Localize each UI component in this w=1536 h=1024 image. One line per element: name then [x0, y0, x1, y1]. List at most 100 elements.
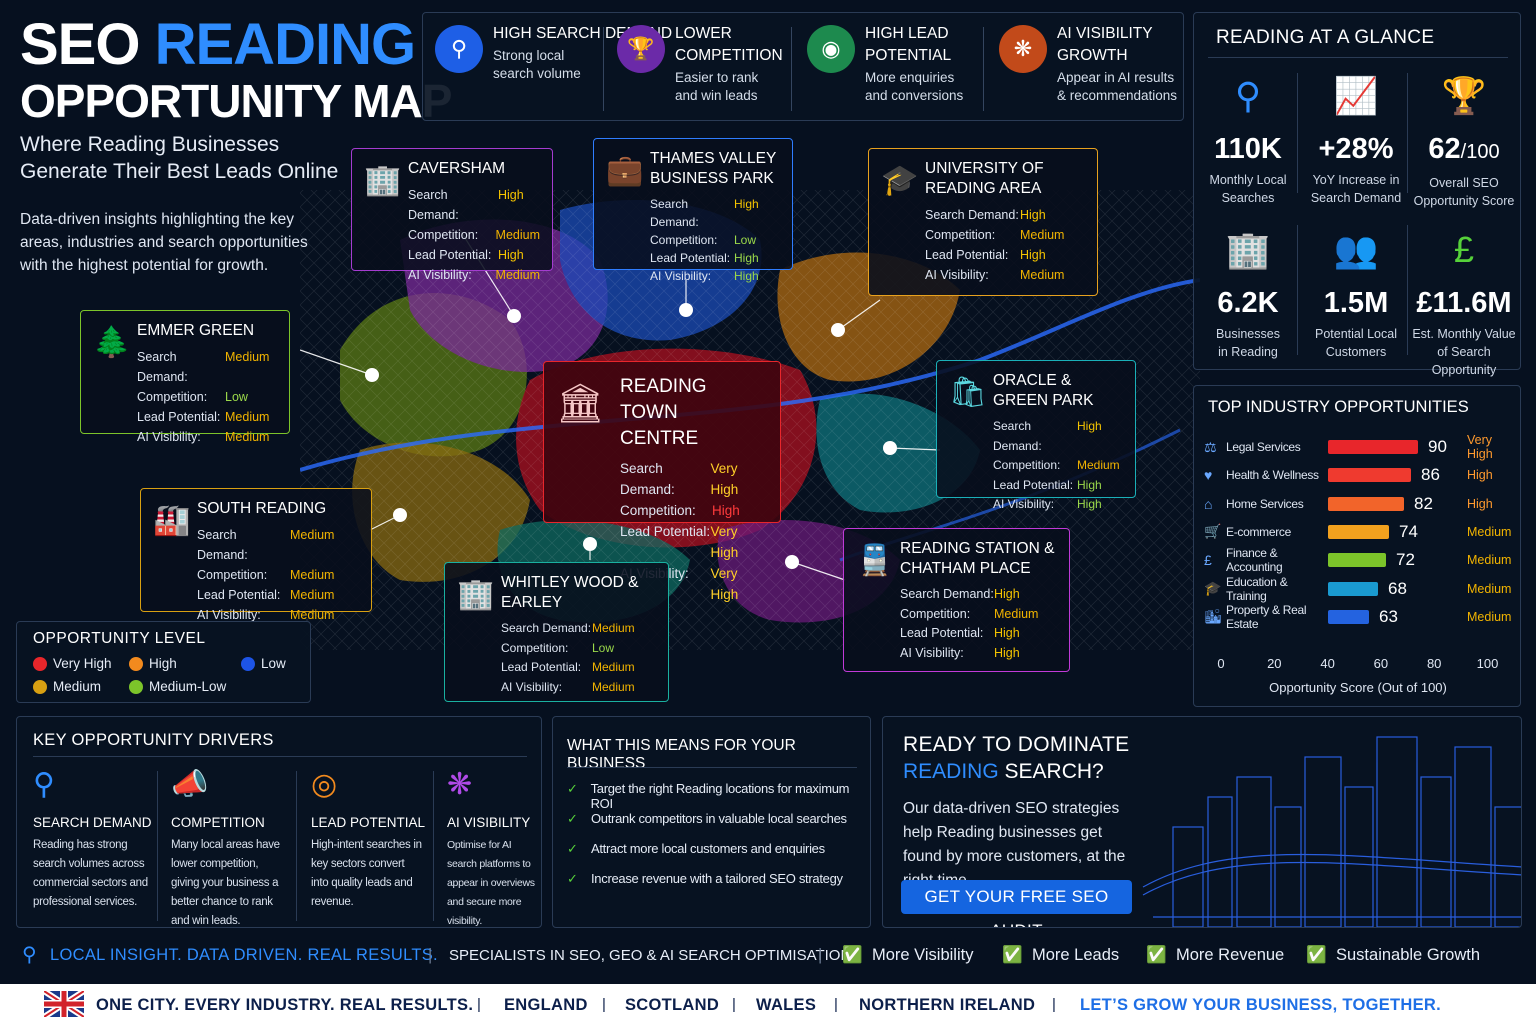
area-card-town-centre[interactable]: 🏛 READING TOWN CENTRE Search Demand: Very… — [543, 361, 781, 602]
axis-tick-label: 60 — [1373, 656, 1389, 671]
industry-label: Property & Real Estate — [1226, 602, 1307, 631]
area-name: ORACLE & GREEN PARK — [993, 372, 1094, 409]
impact-text: Outrank competitors in valuable local se… — [591, 811, 847, 826]
separator: | — [477, 996, 481, 1013]
metric-value: Medium — [592, 621, 635, 635]
footer-check-label: More Visibility — [872, 946, 974, 964]
metric-value: Medium — [1020, 228, 1065, 242]
area-card-emmer-green[interactable]: 🌲 EMMER GREEN Search Demand: Medium Compe… — [80, 310, 290, 444]
metric-value: Medium — [290, 528, 335, 542]
feature-desc: Appear in AI results & recommendations — [1057, 70, 1178, 103]
area-card-south-reading[interactable]: 🏭 SOUTH READING Search Demand: Medium Com… — [140, 488, 372, 622]
industry-score: 68 — [1388, 578, 1407, 598]
area-name: READING TOWN CENTRE — [620, 376, 707, 449]
area-name: READING STATION & CHATHAM PLACE — [900, 540, 1055, 577]
metric-label: Lead Potential: — [197, 588, 281, 602]
cta-title-rest: SEARCH? — [998, 760, 1104, 783]
industry-bar — [1328, 524, 1389, 539]
map-pin — [785, 555, 799, 569]
metric-label: Competition: — [993, 458, 1061, 472]
industry-row: 🎓 Education & Training 68 Medium — [1204, 574, 1514, 603]
driver-title: AI VISIBILITY — [447, 815, 531, 830]
metric-label: Competition: — [197, 568, 268, 582]
industry-score: 63 — [1379, 606, 1398, 626]
industry-row: £ Finance & Accounting 72 Medium — [1204, 546, 1514, 574]
metric-value: High — [1020, 248, 1046, 262]
footer-specialists: SPECIALISTS IN SEO, GEO & AI SEARCH OPTI… — [449, 947, 852, 964]
metric-label: Search Demand: — [620, 461, 675, 497]
legend-item: Very High — [33, 656, 112, 671]
metric-label: Search Demand: — [408, 188, 459, 222]
metric-label: Competition: — [925, 228, 996, 242]
stat-potential-customers: 👥 1.5M Potential Local Customers — [1302, 225, 1410, 361]
legend-item: Medium-Low — [129, 679, 226, 694]
industry-row: ⚖ Legal Services 90 Very High — [1204, 433, 1514, 461]
stat-label: Monthly Local Searches — [1209, 173, 1287, 205]
area-card-oracle[interactable]: 🛍 ORACLE & GREEN PARK Search Demand: High… — [936, 360, 1136, 511]
impact-text: Increase revenue with a tailored SEO str… — [591, 871, 843, 886]
metric-value: High — [734, 251, 759, 265]
intro-text: Data-driven insights highlighting the ke… — [20, 211, 308, 274]
stat-opportunity-score: 🏆 62/100 Overall SEO Opportunity Score — [1410, 71, 1518, 210]
factory-icon: 🏭 — [153, 504, 191, 537]
opportunity-legend: OPPORTUNITY LEVEL Very High High Low Med… — [16, 621, 311, 703]
metric-label: Lead Potential: — [408, 248, 492, 262]
metric-label: Search Demand: — [900, 587, 994, 601]
stat-value: +28% — [1318, 133, 1394, 165]
area-name: WHITLEY WOOD & EARLEY — [501, 574, 639, 611]
legend-item: High — [129, 656, 177, 671]
metric-value: High — [498, 188, 524, 202]
metric-label: AI Visibility: — [501, 679, 563, 694]
separator: | — [1052, 996, 1056, 1013]
legend-item: Low — [241, 656, 286, 671]
check-circle-icon: ✅ — [1306, 946, 1327, 964]
feature-desc: More enquiries and conversions — [865, 70, 964, 103]
metric-label: Competition: — [501, 640, 569, 655]
stat-businesses: 🏢 6.2K Businesses in Reading — [1194, 225, 1302, 361]
page-subtitle: Where Reading Businesses Generate Their … — [20, 133, 339, 183]
stat-value: 110K — [1214, 133, 1282, 165]
area-card-thames-valley[interactable]: 💼 THAMES VALLEY BUSINESS PARK Search Dem… — [593, 138, 793, 283]
people-icon: 👥 — [1333, 229, 1379, 270]
metric-label: Lead Potential: — [620, 524, 711, 539]
industry-rating: Very High — [1467, 433, 1493, 461]
tree-icon: 🌲 — [93, 326, 131, 359]
metric-value: Low — [225, 390, 248, 404]
region-label: WALES — [756, 996, 817, 1014]
driver-desc: Optimise for AI search platforms to appe… — [447, 839, 535, 927]
metric-label: Search Demand: — [993, 419, 1042, 453]
metric-label: Competition: — [650, 233, 718, 247]
industry-bar — [1328, 496, 1404, 511]
impact-text: Target the right Reading locations for m… — [590, 781, 850, 811]
area-card-whitley-wood[interactable]: 🏢 WHITLEY WOOD & EARLEY Search Demand: Me… — [444, 562, 669, 702]
separator: | — [834, 996, 838, 1013]
free-seo-audit-button[interactable]: GET YOUR FREE SEO AUDIT — [901, 880, 1132, 927]
industry-score: 72 — [1396, 550, 1415, 570]
industry-label: Education & Training — [1226, 574, 1288, 603]
footer-lead: ONE CITY. EVERY INDUSTRY. REAL RESULTS. — [96, 996, 474, 1014]
metric-label: AI Visibility: — [900, 645, 964, 660]
title-accent: READING — [154, 12, 416, 77]
pound-coin-icon: £ — [1453, 229, 1475, 270]
house-icon: ⌂ — [1204, 495, 1213, 512]
area-card-reading-station[interactable]: 🚆 READING STATION & CHATHAM PLACE Search… — [843, 528, 1070, 672]
driver-lead-potential: ◎ LEAD POTENTIAL High-intent searches in… — [311, 763, 439, 912]
area-name: EMMER GREEN — [137, 322, 255, 339]
stat-label: YoY Increase in Search Demand — [1310, 173, 1402, 205]
metric-value: Medium — [495, 268, 540, 282]
area-card-caversham[interactable]: 🏢 CAVERSHAM Search Demand: High Competiti… — [351, 148, 553, 282]
driver-title: LEAD POTENTIAL — [311, 815, 426, 830]
metric-value: High — [498, 248, 524, 262]
metric-label: Search Demand: — [650, 197, 699, 229]
trophy-icon: 🏆 — [617, 25, 665, 73]
area-name: THAMES VALLEY BUSINESS PARK — [650, 150, 777, 187]
map-pin — [883, 441, 897, 455]
impact-text: Attract more local customers and enquiri… — [591, 841, 825, 856]
driver-title: SEARCH DEMAND — [33, 815, 152, 830]
check-icon: ✓ — [567, 811, 578, 826]
metric-value: Medium — [290, 608, 335, 622]
metric-value: Very High — [710, 566, 739, 602]
trophy-icon: 🏆 — [1441, 75, 1487, 116]
metric-label: Competition: — [408, 228, 479, 242]
area-card-university[interactable]: 🎓 UNIVERSITY OF READING AREA Search Dema… — [868, 148, 1098, 296]
